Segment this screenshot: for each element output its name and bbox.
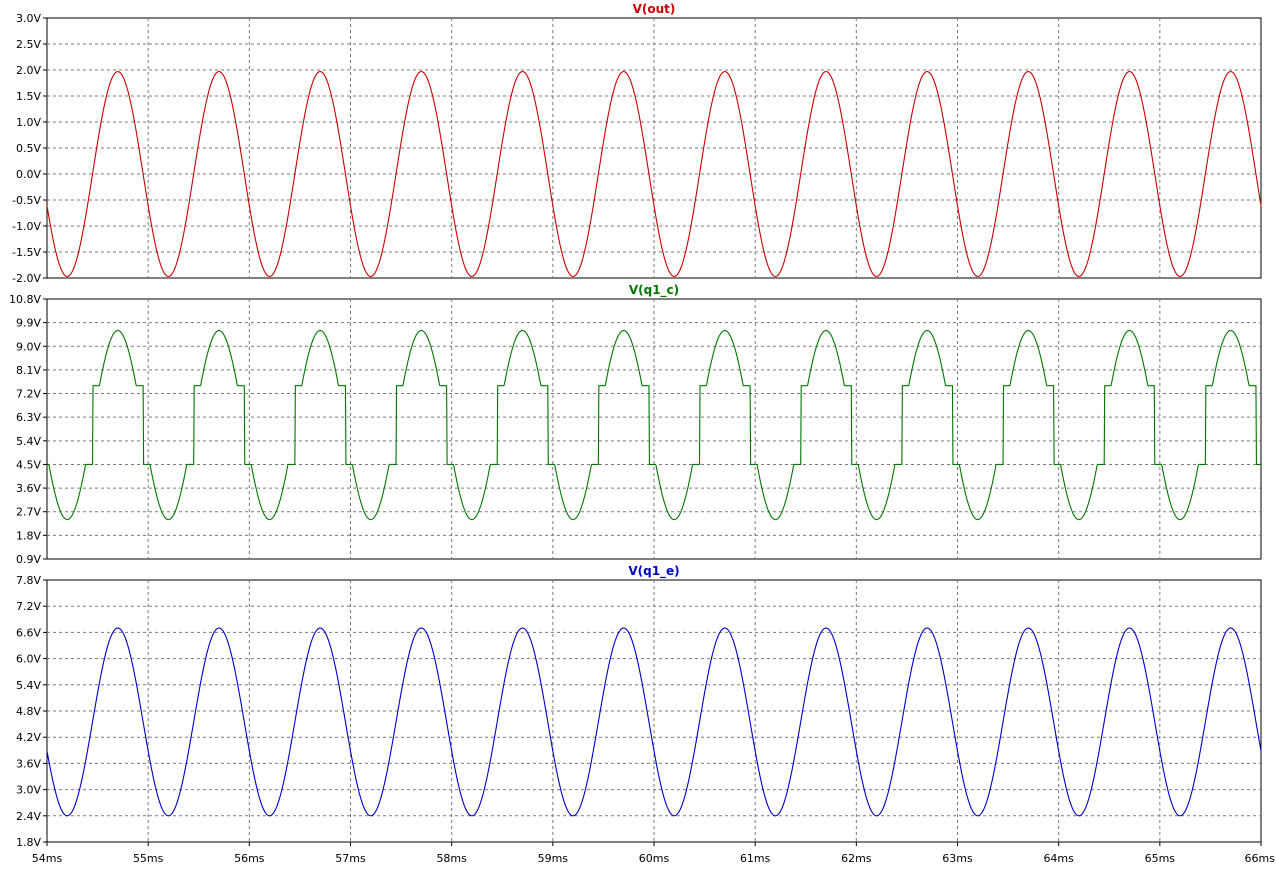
x-tick-label: 55ms xyxy=(133,852,164,865)
x-tick-label: 61ms xyxy=(740,852,771,865)
x-tick-label: 59ms xyxy=(538,852,569,865)
x-tick-label: 65ms xyxy=(1145,852,1176,865)
x-tick-label: 64ms xyxy=(1043,852,1074,865)
y-tick-label: -0.5V xyxy=(12,194,41,207)
y-tick-label: 1.0V xyxy=(16,116,41,129)
x-tick-label: 54ms xyxy=(32,852,63,865)
y-tick-label: 7.2V xyxy=(16,600,41,613)
y-tick-label: 4.2V xyxy=(16,731,41,744)
y-tick-label: 1.8V xyxy=(16,529,41,542)
y-tick-label: 3.0V xyxy=(16,12,41,25)
x-tick-label: 66ms xyxy=(1245,852,1276,865)
y-tick-label: 6.6V xyxy=(16,626,41,639)
x-tick-label: 57ms xyxy=(335,852,366,865)
y-tick-label: 2.4V xyxy=(16,810,41,823)
y-tick-label: 6.3V xyxy=(16,411,41,424)
y-tick-label: 9.9V xyxy=(16,317,41,330)
y-tick-label: 3.6V xyxy=(16,757,41,770)
plot-title: V(q1_c) xyxy=(629,283,679,298)
x-tick-label: 60ms xyxy=(639,852,670,865)
plot-pane-2[interactable]: 0.9V 1.8V 2.7V 3.6V 4.5V 5.4V 6.3V 7.2V 8.1V 9.0V… xyxy=(9,283,1262,566)
series-trace-vq1c[interactable] xyxy=(47,329,1261,521)
series-trace-vq1e[interactable] xyxy=(46,627,1262,817)
plot-title: V(out) xyxy=(633,2,676,16)
y-tick-label: 1.5V xyxy=(16,90,41,103)
y-tick-label: 0.0V xyxy=(16,168,41,181)
y-tick-label: 2.7V xyxy=(16,506,41,519)
plot-pane-3[interactable]: 1.8V 2.4V 3.0V 3.6V 4.2V 4.8V 5.4V 6.0V 6.6V 7.2V… xyxy=(16,564,1262,849)
y-tick-label: 3.0V xyxy=(16,784,41,797)
y-tick-label: 5.4V xyxy=(16,679,41,692)
y-tick-label: 3.6V xyxy=(16,482,41,495)
y-tick-label: 2.0V xyxy=(16,64,41,77)
y-tick-label: 7.8V xyxy=(16,574,41,587)
y-tick-label: 1.8V xyxy=(16,836,41,849)
x-tick-label: 58ms xyxy=(436,852,467,865)
y-tick-label: 5.4V xyxy=(16,435,41,448)
y-tick-label: 7.2V xyxy=(16,388,41,401)
y-tick-label: 2.5V xyxy=(16,38,41,51)
plot-title: V(q1_e) xyxy=(628,564,679,579)
y-tick-label: 8.1V xyxy=(16,364,41,377)
y-tick-label: -1.5V xyxy=(12,246,41,259)
x-tick-label: 63ms xyxy=(942,852,973,865)
y-tick-label: 6.0V xyxy=(16,653,41,666)
y-tick-label: -1.0V xyxy=(12,220,41,233)
y-tick-label: 9.0V xyxy=(16,340,41,353)
y-tick-label: 4.8V xyxy=(16,705,41,718)
x-tick-label: 56ms xyxy=(234,852,265,865)
y-tick-label: 4.5V xyxy=(16,458,41,471)
x-tick-label: 62ms xyxy=(841,852,872,865)
y-tick-label: 0.5V xyxy=(16,142,41,155)
y-tick-label: 10.8V xyxy=(9,293,41,306)
y-tick-label: 0.9V xyxy=(16,553,41,566)
plot-pane-1[interactable]: -2.0V -1.5V -1.0V -0.5V 0.0V 0.5V 1.0V 1.5V 2.0V… xyxy=(12,2,1262,285)
series-trace-vout[interactable] xyxy=(46,71,1262,277)
y-tick-label: -2.0V xyxy=(12,272,41,285)
